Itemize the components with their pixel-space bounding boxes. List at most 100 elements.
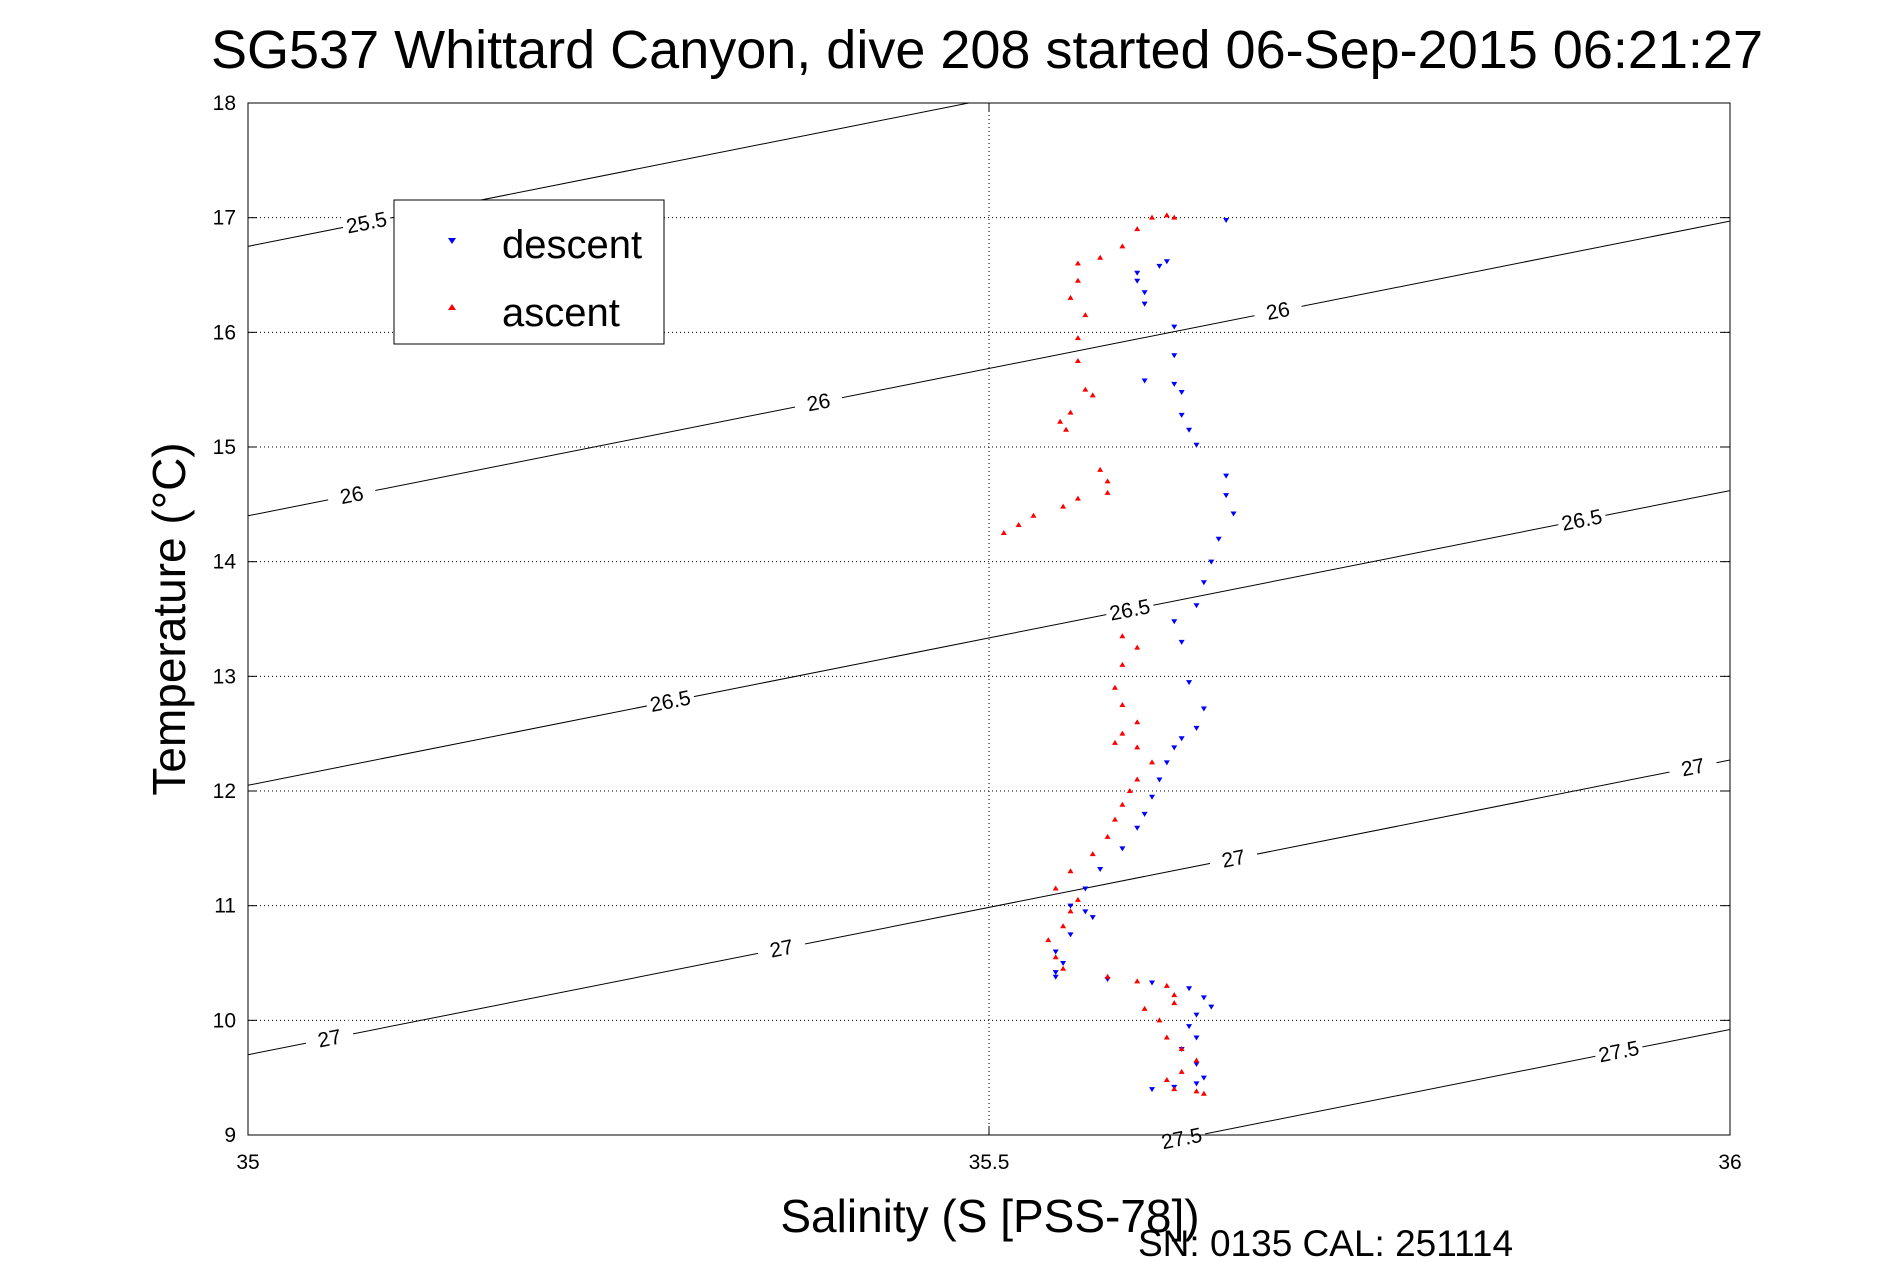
y-tick-label: 14 [213, 551, 237, 574]
ascent-point [1104, 833, 1111, 839]
descent-point [1134, 825, 1141, 831]
grid-lines [248, 103, 1730, 1135]
y-tick-label: 17 [213, 207, 236, 230]
descent-point [1215, 536, 1222, 542]
ascent-point [1111, 684, 1118, 690]
ascent-point [1193, 1057, 1200, 1063]
descent-point [1141, 811, 1148, 817]
series-descent [1052, 217, 1237, 1093]
descent-point [1200, 706, 1207, 712]
descent-point [1193, 1061, 1200, 1067]
descent-point [1060, 961, 1067, 966]
ascent-point [1126, 788, 1133, 793]
contour-label: 27 [316, 1025, 343, 1052]
ascent-point [1171, 1000, 1178, 1006]
contour-label-bg [1207, 840, 1260, 874]
ascent-point [1163, 982, 1170, 988]
descent-point [1171, 381, 1178, 387]
ascent-point [1134, 776, 1141, 782]
ascent-point [1149, 214, 1156, 220]
footer-serial-cal: SN: 0135 CAL: 251114 [1138, 1223, 1513, 1262]
descent-point [1082, 909, 1089, 915]
ascent-point [1119, 801, 1126, 807]
descent-point [1208, 559, 1215, 565]
contour-label-bg [325, 476, 378, 510]
chart-title: SG537 Whittard Canyon, dive 208 started … [211, 20, 1763, 80]
y-tick-label: 11 [214, 895, 236, 918]
ascent-point [1074, 277, 1081, 283]
x-tick-label: 36 [1718, 1151, 1741, 1174]
ascent-point [1119, 633, 1126, 639]
ascent-point [1104, 973, 1111, 979]
ascent-point [1163, 1034, 1170, 1040]
x-tick-label: 35 [236, 1151, 259, 1174]
descent-point [1178, 389, 1185, 395]
ascent-point [1119, 702, 1126, 707]
ascent-point [1015, 521, 1022, 527]
contour-line [1196, 1029, 1730, 1135]
contour-label: 26 [338, 482, 365, 509]
contour-label-bg [1155, 1120, 1208, 1154]
ascent-point [1074, 896, 1081, 902]
ascent-point [1074, 495, 1081, 501]
ascent-point [1134, 744, 1141, 750]
contour-label-bg [1666, 748, 1719, 782]
ascent-point [1082, 312, 1089, 318]
descent-point [1186, 427, 1193, 433]
ascent-point [1074, 260, 1081, 266]
ascent-point [1171, 1086, 1178, 1092]
descent-point [1193, 603, 1200, 609]
y-tick-label: 16 [213, 321, 236, 344]
ascent-point [1082, 386, 1089, 392]
contour-label: 27 [768, 936, 795, 963]
descent-point [1193, 1081, 1200, 1087]
descent-point [1082, 886, 1089, 892]
contour-label-bg [1251, 292, 1304, 326]
contour-label-bg [1103, 591, 1156, 625]
ascent-point [1060, 965, 1067, 971]
legend-ascent-marker [448, 304, 456, 310]
descent-point [1200, 995, 1207, 1001]
descent-point [1193, 1012, 1200, 1018]
legend-box [393, 199, 665, 345]
contour-label-bg [340, 204, 393, 238]
ascent-point [1060, 923, 1067, 929]
descent-point [1149, 980, 1156, 986]
ascent-point [1171, 992, 1178, 998]
legend-descent-label: descent [502, 223, 642, 267]
ascent-point [1074, 335, 1081, 341]
contour-label-bg [792, 383, 845, 417]
y-tick-label: 18 [213, 92, 236, 115]
y-tick-label: 9 [224, 1124, 236, 1147]
descent-point [1067, 903, 1074, 909]
ascent-point [1067, 868, 1074, 874]
contour-line [248, 759, 1730, 1056]
descent-point [1171, 745, 1178, 751]
ascent-point [1163, 1076, 1170, 1082]
ascent-point [1089, 851, 1096, 857]
ascent-point [1156, 1017, 1163, 1023]
y-tick-label: 10 [213, 1009, 236, 1032]
contour-line [248, 103, 972, 247]
descent-point [1097, 866, 1104, 872]
descent-point [1141, 301, 1148, 307]
ascent-point [1030, 512, 1037, 518]
ascent-point [1089, 392, 1096, 398]
ascent-point [1067, 409, 1074, 415]
descent-point [1193, 442, 1200, 448]
axis-ticks: 35 35.5 36 9 10 11 12 13 14 15 16 17 18 [213, 92, 1742, 1174]
descent-point [1208, 1004, 1215, 1010]
ascent-point [1067, 294, 1074, 300]
descent-point [1134, 278, 1141, 284]
contour-line [248, 490, 1730, 786]
ascent-point [1052, 885, 1059, 891]
ascent-point [1097, 466, 1104, 472]
ascent-point [1171, 214, 1178, 220]
descent-point [1156, 263, 1163, 269]
contour-label-bg [644, 682, 696, 716]
ascent-point [1063, 426, 1070, 432]
contour-label: 26 [805, 389, 832, 416]
descent-point [1134, 270, 1141, 276]
